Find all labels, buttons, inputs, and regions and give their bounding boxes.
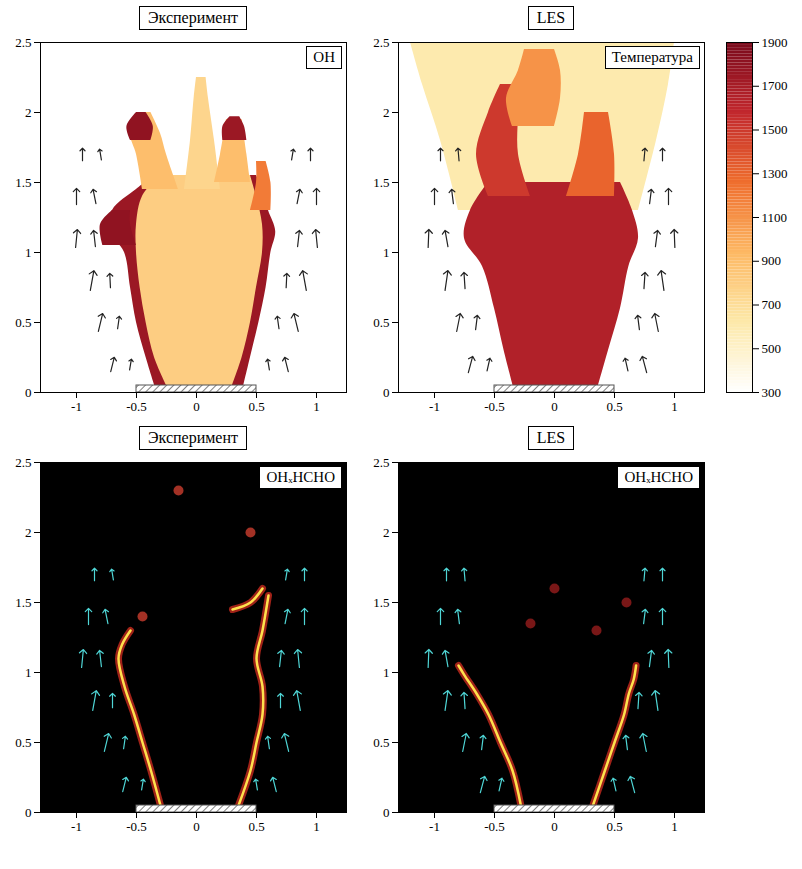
- svg-text:1: 1: [671, 399, 678, 414]
- html-text:OHₓHCHO: OHₓHCHO: [266, 469, 335, 485]
- svg-text:2.5: 2.5: [373, 36, 389, 50]
- svg-text:-0.5: -0.5: [126, 399, 147, 414]
- svg-text:0: 0: [193, 819, 200, 834]
- svg-text:2.5: 2.5: [15, 36, 31, 50]
- html-text:Температура: Температура: [611, 49, 693, 65]
- svg-text:2: 2: [25, 525, 32, 540]
- svg-text:1500: 1500: [762, 122, 788, 137]
- svg-text:0.5: 0.5: [248, 819, 264, 834]
- svg-text:0.5: 0.5: [606, 819, 622, 834]
- html-text:OH: OH: [313, 49, 335, 65]
- svg-text:0.5: 0.5: [248, 399, 264, 414]
- svg-text:0: 0: [383, 805, 390, 820]
- svg-text:2: 2: [383, 105, 390, 120]
- svg-text:0: 0: [25, 805, 32, 820]
- svg-text:700: 700: [762, 297, 782, 312]
- svg-text:1.5: 1.5: [373, 175, 389, 190]
- svg-text:2: 2: [383, 525, 390, 540]
- svg-text:-0.5: -0.5: [126, 819, 147, 834]
- svg-text:-0.5: -0.5: [484, 819, 505, 834]
- svg-text:0.5: 0.5: [15, 315, 31, 330]
- svg-text:-1: -1: [71, 819, 82, 834]
- svg-text:-1: -1: [429, 399, 440, 414]
- svg-text:2.5: 2.5: [15, 456, 31, 470]
- svg-text:0.5: 0.5: [373, 315, 389, 330]
- svg-text:1900: 1900: [762, 36, 788, 50]
- svg-text:0: 0: [193, 399, 200, 414]
- svg-text:1: 1: [383, 245, 390, 260]
- svg-text:1: 1: [25, 245, 32, 260]
- svg-text:900: 900: [762, 253, 782, 268]
- svg-text:1700: 1700: [762, 78, 788, 93]
- svg-text:1300: 1300: [762, 166, 788, 181]
- svg-text:500: 500: [762, 341, 782, 356]
- svg-text:-1: -1: [429, 819, 440, 834]
- svg-text:1: 1: [313, 399, 320, 414]
- svg-text:0: 0: [551, 399, 558, 414]
- svg-text:-1: -1: [71, 399, 82, 414]
- svg-text:2: 2: [25, 105, 32, 120]
- svg-text:1: 1: [313, 819, 320, 834]
- svg-text:0: 0: [25, 385, 32, 400]
- svg-text:300: 300: [762, 385, 782, 400]
- svg-text:0: 0: [551, 819, 558, 834]
- svg-text:2.5: 2.5: [373, 456, 389, 470]
- svg-text:0.5: 0.5: [15, 735, 31, 750]
- svg-text:0: 0: [383, 385, 390, 400]
- svg-text:1.5: 1.5: [15, 175, 31, 190]
- svg-text:0.5: 0.5: [606, 399, 622, 414]
- svg-text:1.5: 1.5: [15, 595, 31, 610]
- svg-text:1: 1: [25, 665, 32, 680]
- html-text:Эксперимент: Эксперимент: [148, 429, 238, 446]
- svg-text:-0.5: -0.5: [484, 399, 505, 414]
- html-text:LES: LES: [536, 429, 566, 446]
- svg-text:0.5: 0.5: [373, 735, 389, 750]
- svg-text:1.5: 1.5: [373, 595, 389, 610]
- html-text:Эксперимент: Эксперимент: [148, 9, 238, 26]
- svg-text:1100: 1100: [762, 210, 788, 225]
- html-text:OHₓHCHO: OHₓHCHO: [624, 469, 693, 485]
- html-text:LES: LES: [536, 9, 566, 26]
- svg-text:1: 1: [671, 819, 678, 834]
- svg-text:1: 1: [383, 665, 390, 680]
